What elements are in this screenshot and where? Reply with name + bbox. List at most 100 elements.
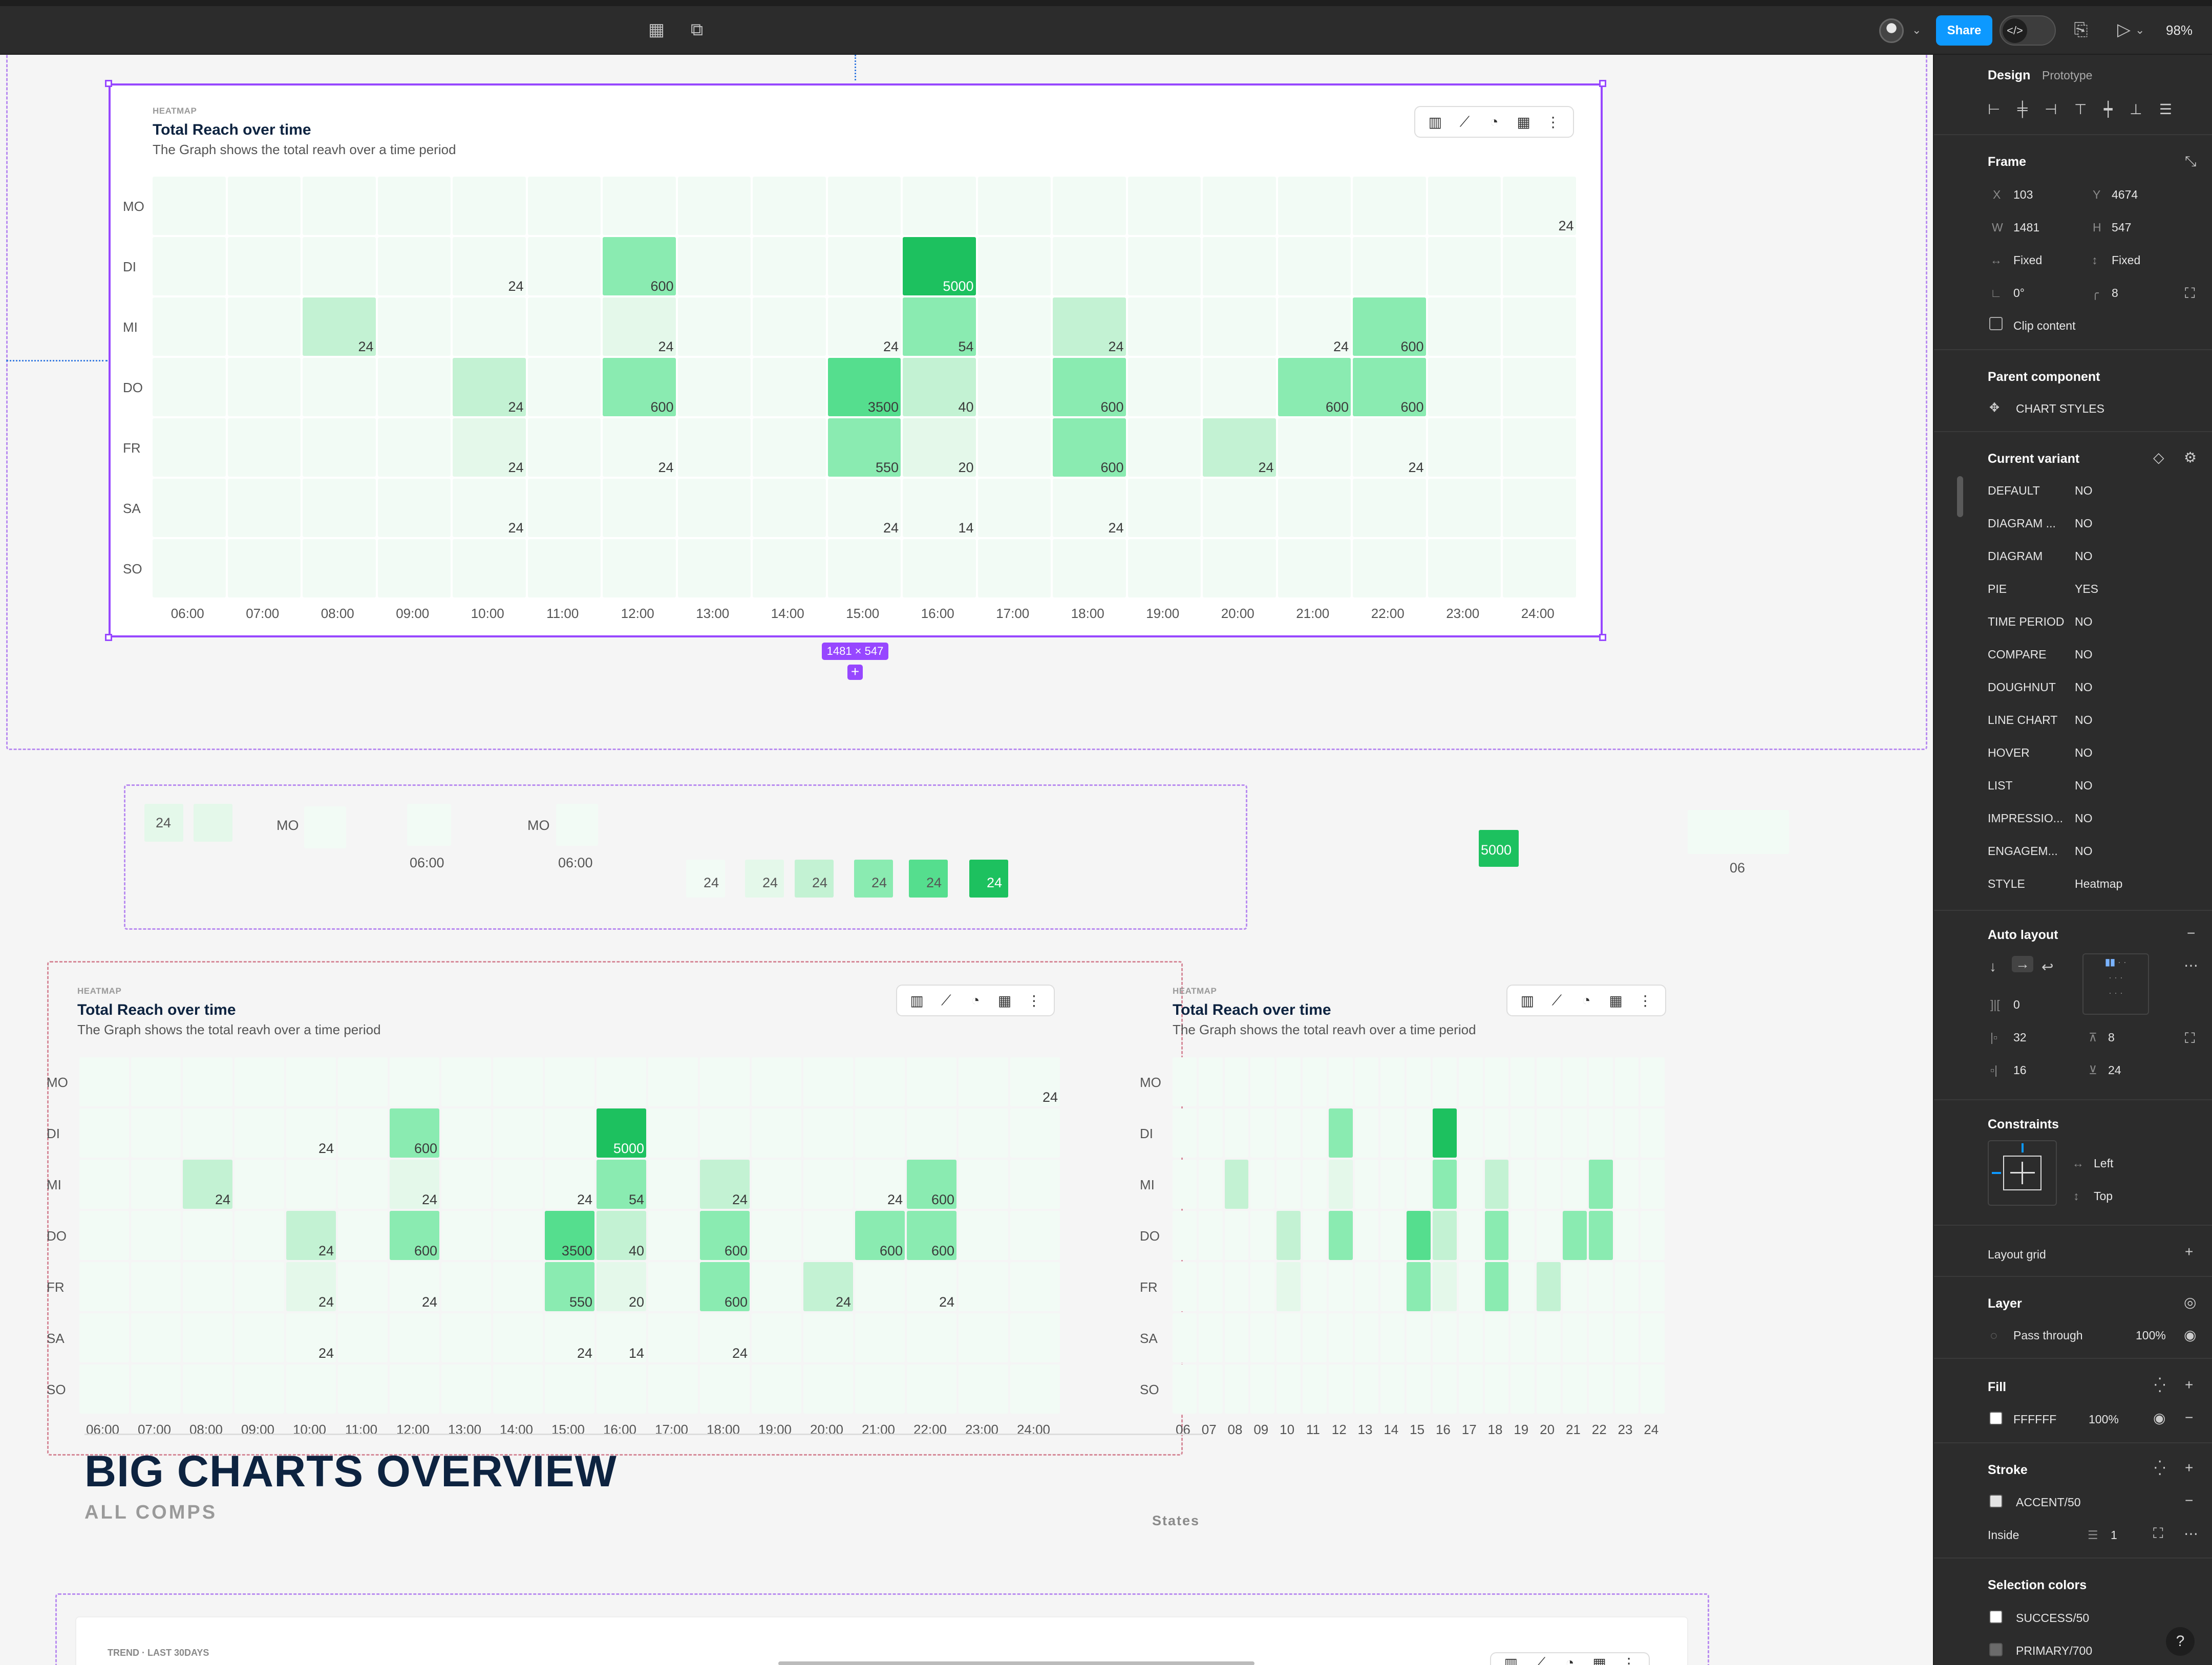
heatmap-cell[interactable]	[1433, 1211, 1457, 1260]
heatmap-cell[interactable]	[1503, 358, 1576, 416]
heatmap-cell[interactable]: 600	[1353, 358, 1426, 416]
heatmap-cell[interactable]	[493, 1057, 543, 1106]
stroke-swatch[interactable]	[1989, 1495, 2003, 1508]
padding-right-input[interactable]: 16	[2013, 1063, 2027, 1077]
heatmap-cell[interactable]	[377, 237, 451, 295]
heatmap-cell[interactable]	[527, 177, 601, 235]
heatmap-cell[interactable]	[338, 1364, 388, 1414]
scale-swatch[interactable]: 24	[909, 860, 948, 898]
heatmap-cell[interactable]	[79, 1057, 129, 1106]
heatmap-cell[interactable]	[1203, 479, 1276, 537]
heatmap-cell[interactable]	[1328, 1160, 1353, 1209]
frame-section-title[interactable]: Frame	[1988, 155, 2027, 169]
heatmap-cell[interactable]	[1198, 1364, 1223, 1414]
heatmap-cell[interactable]	[1563, 1262, 1587, 1311]
heatmap-cell[interactable]	[603, 177, 676, 235]
bar-chart-icon[interactable]: ▥	[910, 992, 924, 1009]
heatmap-cell[interactable]	[1428, 237, 1501, 295]
heatmap-cell[interactable]	[1484, 1057, 1509, 1106]
frame-select-icon[interactable]: ⧉	[690, 20, 704, 39]
fill-opacity-input[interactable]: 100%	[2089, 1413, 2119, 1426]
heatmap-cell[interactable]	[1353, 237, 1426, 295]
heatmap-cell[interactable]: 54	[903, 297, 976, 356]
panel-scrollbar[interactable]	[1957, 476, 1963, 517]
heatmap-cell[interactable]	[1353, 539, 1426, 597]
heatmap-cell[interactable]	[183, 1364, 232, 1414]
styles-grid-icon[interactable]: ⁛	[2154, 1460, 2166, 1476]
heatmap-cell[interactable]	[1537, 1364, 1561, 1414]
resize-handle[interactable]	[1599, 80, 1606, 87]
heatmap-cell[interactable]: 600	[390, 1108, 439, 1158]
heatmap-cell[interactable]	[1588, 1364, 1613, 1414]
grid-icon[interactable]: ▦	[648, 20, 665, 39]
heatmap-cell[interactable]	[1328, 1211, 1353, 1260]
heatmap-cell[interactable]: 600	[1053, 418, 1126, 477]
heatmap-cell[interactable]	[1203, 177, 1276, 235]
scale-swatch[interactable]: 24	[745, 860, 784, 898]
heatmap-cell[interactable]	[1354, 1364, 1379, 1414]
heatmap-cell[interactable]: 14	[903, 479, 976, 537]
alignment-grid[interactable]: ▮▮ · · · · · · · ·	[2082, 953, 2149, 1015]
heatmap-cell[interactable]	[1511, 1262, 1535, 1311]
heatmap-cell[interactable]	[1380, 1160, 1405, 1209]
heatmap-cell[interactable]	[377, 418, 451, 477]
heatmap-cell[interactable]	[235, 1057, 284, 1106]
align-left-icon[interactable]: ⊢	[1988, 101, 2001, 117]
more-icon[interactable]: ⋮	[1622, 1655, 1636, 1665]
x-input[interactable]: 103	[2013, 188, 2033, 201]
cell-swatch[interactable]: 24	[144, 804, 183, 842]
heatmap-cell[interactable]	[1053, 237, 1126, 295]
heatmap-cell[interactable]	[1563, 1211, 1587, 1260]
heatmap-cell[interactable]	[753, 418, 826, 477]
heatmap-cell[interactable]	[753, 297, 826, 356]
heatmap-cell[interactable]	[79, 1262, 129, 1311]
heatmap-cell[interactable]	[959, 1211, 1008, 1260]
table-icon[interactable]: ▦	[997, 992, 1012, 1009]
heatmap-cell[interactable]	[303, 237, 376, 295]
heatmap-cell[interactable]	[1428, 539, 1501, 597]
heatmap-cell[interactable]: 24	[545, 1313, 594, 1362]
fill-hex-input[interactable]: FFFFFF	[2013, 1413, 2057, 1426]
heatmap-cell[interactable]	[493, 1160, 543, 1209]
heatmap-cell[interactable]	[1563, 1057, 1587, 1106]
heatmap-cell[interactable]: 3500	[545, 1211, 594, 1260]
heatmap-cell[interactable]	[803, 1313, 853, 1362]
heatmap-cell[interactable]	[1588, 1313, 1613, 1362]
variant-prop-value[interactable]: NO	[2075, 713, 2093, 727]
styles-grid-icon[interactable]: ⁛	[2154, 1377, 2166, 1393]
heatmap-cell[interactable]: 24	[1203, 418, 1276, 477]
variant-prop-value[interactable]: NO	[2075, 615, 2093, 628]
heatmap-cell[interactable]	[1503, 539, 1576, 597]
heatmap-cell[interactable]	[648, 1160, 698, 1209]
heatmap-cell[interactable]: 600	[700, 1211, 750, 1260]
help-button[interactable]: ?	[2166, 1627, 2195, 1656]
heatmap-cell[interactable]	[153, 297, 226, 356]
resize-handle[interactable]	[105, 80, 112, 87]
heatmap-cell[interactable]	[1428, 479, 1501, 537]
heatmap-cell[interactable]	[227, 539, 301, 597]
heatmap-cell[interactable]	[227, 297, 301, 356]
heatmap-cell[interactable]	[803, 1211, 853, 1260]
dev-mode-toggle[interactable]: </>	[2000, 15, 2056, 46]
more-icon[interactable]: ⋯	[2184, 957, 2198, 973]
heatmap-cell[interactable]: 600	[700, 1262, 750, 1311]
heatmap-cell[interactable]	[131, 1211, 181, 1260]
tab-design[interactable]: Design	[1988, 68, 2031, 82]
heatmap-cell[interactable]	[855, 1364, 905, 1414]
heatmap-cell[interactable]	[752, 1057, 801, 1106]
heatmap-cell[interactable]	[1224, 1160, 1249, 1209]
stroke-weight-input[interactable]: 1	[2111, 1528, 2117, 1542]
parent-component-name[interactable]: CHART STYLES	[2016, 402, 2104, 415]
heatmap-cell[interactable]	[648, 1108, 698, 1158]
heatmap-cell[interactable]	[959, 1108, 1008, 1158]
gap-input[interactable]: 0	[2013, 998, 2020, 1011]
heatmap-cell[interactable]	[1354, 1108, 1379, 1158]
heatmap-cell[interactable]	[977, 539, 1051, 597]
book-icon[interactable]: ⎘	[2074, 20, 2088, 39]
heatmap-cell[interactable]	[1458, 1262, 1483, 1311]
chevron-down-icon[interactable]: ⌄	[2135, 24, 2145, 36]
heatmap-cell[interactable]	[1511, 1108, 1535, 1158]
heatmap-cell[interactable]	[1328, 1108, 1353, 1158]
heatmap-cell[interactable]	[1537, 1108, 1561, 1158]
heatmap-cell[interactable]	[752, 1313, 801, 1362]
